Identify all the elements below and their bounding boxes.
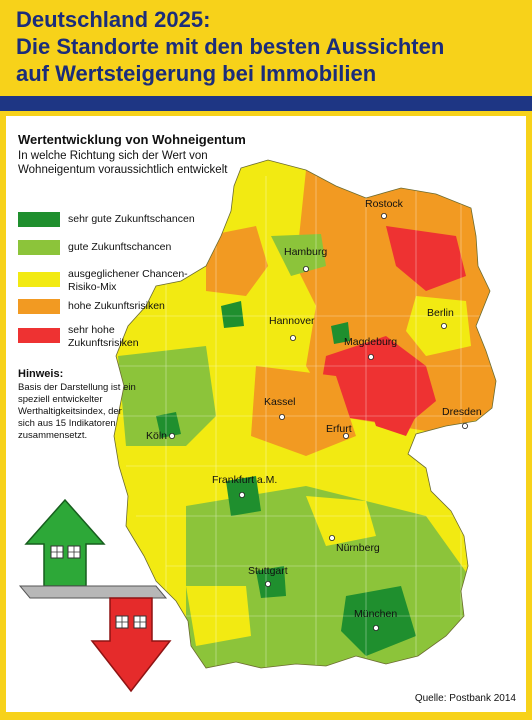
marker-erfurt: [342, 432, 349, 439]
city-label-stuttgart: Stuttgart: [248, 565, 288, 577]
header: Deutschland 2025: Die Standorte mit den …: [0, 0, 532, 96]
city-label-magdeburg: Magdeburg: [344, 336, 398, 348]
title-line-3: auf Wertsteigerung bei Immobilien: [16, 61, 377, 86]
city-label-erfurt: Erfurt: [326, 423, 352, 435]
legend-swatch: [18, 240, 60, 255]
legend-swatch: [18, 212, 60, 227]
header-rule: [0, 111, 532, 116]
region-munich: [341, 586, 416, 656]
marker-magdeburg: [367, 353, 374, 360]
region-stuttgart: [256, 566, 286, 598]
legend-label: hohe Zukunftsrisiken: [68, 300, 165, 312]
legend-label: ausgeglichener Chancen-Risiko-Mix: [68, 268, 188, 293]
marker-dresden: [461, 422, 468, 429]
divider-slab-icon: [18, 585, 168, 599]
country-border: [113, 159, 497, 669]
city-label-kassel: Kassel: [264, 396, 296, 408]
legend-swatch: [18, 328, 60, 343]
marker-nuernberg: [328, 534, 335, 541]
legend-swatch: [18, 272, 60, 287]
region-red-north: [386, 226, 466, 291]
map-panel: Wertentwicklung von Wohneigentum In welc…: [6, 116, 526, 712]
hint-text: Basis der Darstellung ist ein speziell e…: [18, 382, 136, 441]
source-note: Quelle: Postbank 2014: [414, 693, 516, 704]
city-label-koeln: Köln: [146, 430, 168, 442]
city-label-nuernberg: Nürnberg: [336, 542, 380, 554]
title-line-1: Deutschland 2025:: [16, 7, 211, 32]
legend-label: sehr gute Zukunftschancen: [68, 213, 195, 225]
house-arrow-down-icon: [90, 597, 172, 693]
city-label-frankfurt: Frankfurt a.M.: [212, 474, 278, 486]
region-green-spot-2: [331, 322, 350, 344]
marker-hamburg: [302, 265, 309, 272]
marker-rostock: [380, 213, 387, 220]
city-label-muenchen: München: [354, 608, 398, 620]
legend-swatch: [18, 299, 60, 314]
region-central-orange: [251, 366, 356, 456]
legend-label: sehr hohe Zukunftsrisiken: [68, 324, 139, 349]
district-borders: [116, 176, 496, 668]
marker-hannover: [289, 334, 296, 341]
city-label-hamburg: Hamburg: [284, 246, 328, 258]
city-label-hannover: Hannover: [269, 315, 315, 327]
title-line-2: Die Standorte mit den besten Aussichten: [16, 34, 445, 59]
city-markers: [168, 213, 468, 631]
marker-stuttgart: [264, 580, 271, 587]
marker-frankfurt: [238, 491, 245, 498]
legend-label: gute Zukunftschancen: [68, 241, 172, 253]
marker-muenchen: [372, 624, 379, 631]
region-berlin: [406, 296, 471, 356]
marker-kassel: [278, 413, 285, 420]
legend-subtitle: In welche Richtung sich der Wert von Woh…: [18, 150, 228, 176]
germany-map: [18, 159, 497, 693]
region-north-orange: [206, 226, 268, 296]
region-green-spot-3: [156, 412, 181, 438]
region-hamburg: [271, 234, 326, 276]
city-label-dresden: Dresden: [442, 406, 482, 418]
header-divider: [0, 96, 532, 111]
region-green-spot-1: [221, 301, 244, 328]
legend-title: Wertentwicklung von Wohneigentum: [18, 132, 246, 147]
city-label-rostock: Rostock: [365, 198, 403, 210]
page-title: Deutschland 2025: Die Standorte mit den …: [16, 6, 521, 87]
city-label-berlin: Berlin: [427, 307, 454, 319]
house-arrow-up-icon: [24, 498, 106, 587]
map-regions: [114, 160, 496, 668]
marker-koeln: [168, 432, 175, 439]
hint-title: Hinweis:: [18, 368, 64, 380]
marker-berlin: [440, 322, 447, 329]
region-west-green: [118, 346, 216, 446]
region-franconia: [306, 496, 376, 546]
